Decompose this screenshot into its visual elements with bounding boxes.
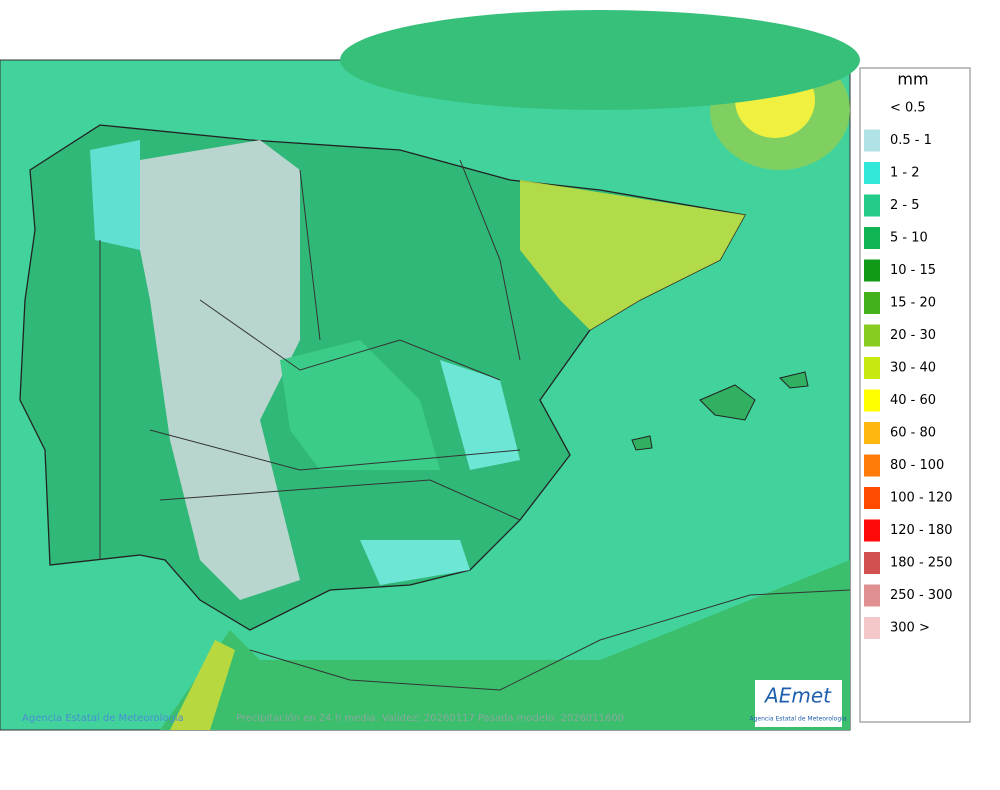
- legend-swatch: [864, 194, 880, 217]
- legend-label: 100 - 120: [890, 491, 953, 506]
- legend-label: 2 - 5: [890, 198, 920, 213]
- legend-swatch: [864, 227, 880, 249]
- legend-swatch: [864, 129, 880, 152]
- legend-swatch: [864, 357, 880, 379]
- legend-label: < 0.5: [890, 101, 926, 116]
- legend-label: 180 - 250: [890, 556, 953, 571]
- legend-label: 250 - 300: [890, 588, 953, 603]
- legend-swatch: [864, 552, 880, 574]
- island: [631, 435, 653, 451]
- legend-swatch: [864, 389, 880, 412]
- legend-swatch: [864, 292, 880, 314]
- logo: AEmet: [763, 684, 832, 708]
- credit: Agencia Estatal de Meteorología: [22, 712, 184, 724]
- legend-label: 5 - 10: [890, 231, 928, 246]
- precip-zone: [340, 10, 860, 110]
- legend-label: 60 - 80: [890, 426, 936, 441]
- legend-swatch: [864, 487, 880, 509]
- legend-swatch: [864, 454, 880, 477]
- legend-swatch: [864, 584, 880, 607]
- dry-zone: [130, 140, 300, 600]
- legend-label: 10 - 15: [890, 263, 936, 278]
- legend-swatch: [864, 97, 880, 119]
- legend-swatch: [864, 519, 880, 542]
- legend-label: 0.5 - 1: [890, 133, 932, 148]
- legend-swatch: [864, 617, 880, 639]
- legend-unit: mm: [897, 70, 928, 89]
- legend-swatch: [864, 162, 880, 184]
- logo-subtitle: Agencia Estatal de Meteorología: [750, 716, 847, 723]
- precip-zone: [360, 540, 470, 585]
- precip-zone: [520, 180, 745, 330]
- region-borders: [99, 159, 521, 560]
- legend-swatch: [864, 259, 880, 282]
- legend-label: 1 - 2: [890, 166, 920, 181]
- precip-zone: [160, 560, 850, 730]
- legend-label: 15 - 20: [890, 296, 936, 311]
- legend-label: 40 - 60: [890, 393, 936, 408]
- coastline: [249, 589, 851, 691]
- island: [699, 384, 756, 421]
- legend-swatch: [864, 324, 880, 347]
- precip-zone: [280, 340, 440, 470]
- legend-label: 80 - 100: [890, 458, 944, 473]
- logo-box: [755, 680, 842, 727]
- legend-label: 20 - 30: [890, 328, 936, 343]
- legend-label: 300 >: [890, 621, 930, 636]
- legend-label: 120 - 180: [890, 523, 953, 538]
- legend-label: 30 - 40: [890, 361, 936, 376]
- precip-zone: [440, 360, 520, 470]
- caption: Precipitación en 24 h media. Validez: 20…: [236, 712, 624, 724]
- island: [779, 371, 809, 389]
- precip-zone: [90, 140, 140, 250]
- legend-items: < 0.5 0.5 - 1 1 - 2 2 - 5 5 - 10 10 - 15 15 - …: [864, 97, 953, 639]
- legend-swatch: [864, 422, 880, 444]
- precip-zone: [170, 640, 235, 730]
